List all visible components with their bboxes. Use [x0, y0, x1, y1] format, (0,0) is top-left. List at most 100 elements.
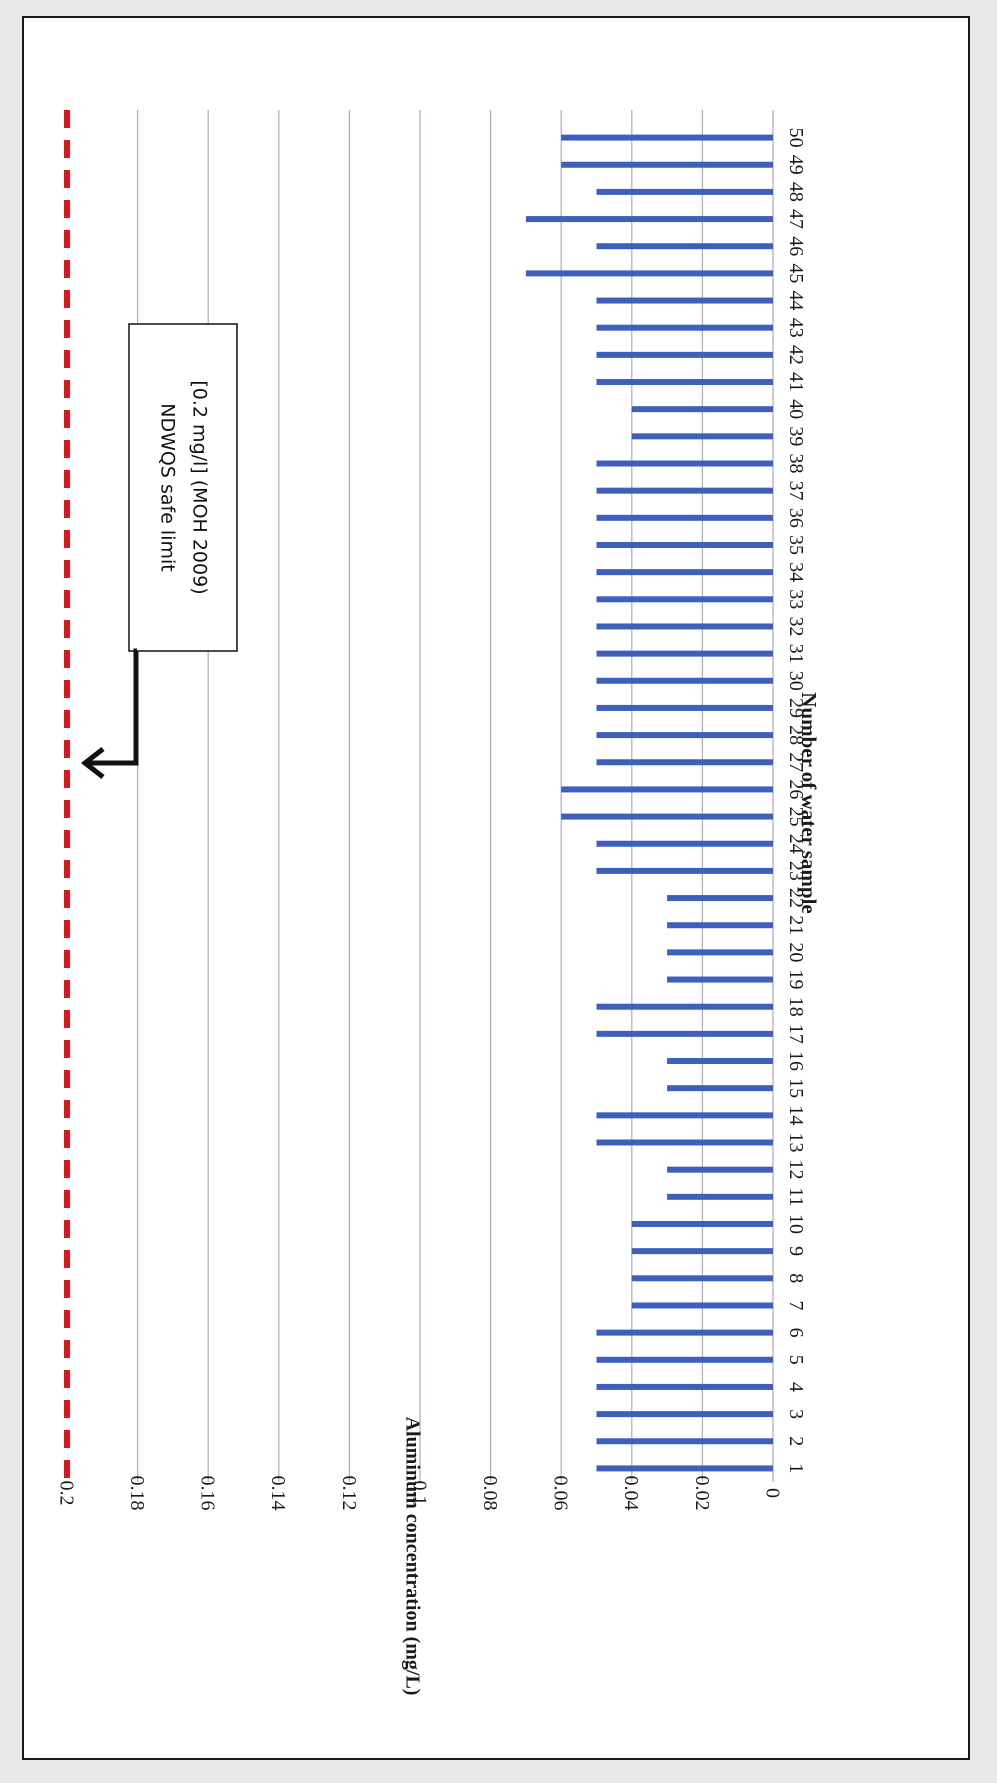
bar	[667, 976, 773, 983]
bar	[596, 1438, 773, 1445]
y-tick-label: 0.18	[126, 1476, 148, 1511]
x-tick-label: 43	[785, 318, 807, 338]
x-tick-label: 11	[785, 1187, 807, 1206]
x-tick-label: 9	[785, 1246, 807, 1256]
bar	[596, 487, 773, 494]
bar	[596, 1383, 773, 1390]
bar	[667, 1193, 773, 1200]
x-tick-label: 8	[785, 1273, 807, 1283]
y-tick-label: 0.16	[197, 1476, 219, 1511]
bar	[631, 1248, 773, 1255]
x-tick-label: 32	[785, 616, 807, 636]
x-tick-label: 49	[785, 155, 807, 175]
bar	[596, 243, 773, 250]
bar	[596, 188, 773, 195]
bar	[667, 949, 773, 956]
x-tick-label: 31	[785, 644, 807, 664]
bar	[631, 1275, 773, 1282]
bar	[596, 514, 773, 521]
x-tick-label: 26	[785, 779, 807, 799]
bar	[596, 1411, 773, 1418]
x-tick-label: 10	[785, 1214, 807, 1234]
x-tick-label: 50	[785, 128, 807, 148]
x-tick-label: 19	[785, 970, 807, 990]
x-tick-label: 14	[785, 1105, 807, 1125]
x-tick-label: 39	[785, 426, 807, 446]
bar	[596, 1329, 773, 1336]
x-tick-label: 42	[785, 345, 807, 365]
bar	[596, 324, 773, 331]
bar	[596, 759, 773, 766]
x-tick-label: 22	[785, 888, 807, 908]
bar	[596, 596, 773, 603]
x-tick-label: 21	[785, 915, 807, 935]
bar	[525, 216, 773, 223]
x-tick-label: 28	[785, 725, 807, 745]
x-tick-label: 35	[785, 535, 807, 555]
bar	[561, 813, 773, 820]
bar	[596, 677, 773, 684]
x-tick-label: 17	[785, 1024, 807, 1044]
bar	[667, 1085, 773, 1092]
bar	[596, 704, 773, 711]
y-tick-label: 0.08	[479, 1476, 501, 1511]
callout-connector	[85, 648, 139, 766]
x-tick-label: 46	[785, 236, 807, 256]
x-axis-title: Number of water sample	[797, 692, 821, 913]
bar	[596, 1465, 773, 1472]
x-tick-label: 36	[785, 508, 807, 528]
callout-box	[128, 323, 238, 652]
bar	[667, 1058, 773, 1065]
bar	[596, 1003, 773, 1010]
bar	[596, 379, 773, 386]
x-tick-label: 45	[785, 263, 807, 283]
x-tick-label: 6	[785, 1328, 807, 1338]
y-tick-label: 0.12	[338, 1476, 360, 1511]
bar	[596, 732, 773, 739]
bar	[596, 650, 773, 657]
bar	[631, 1302, 773, 1309]
x-tick-label: 7	[785, 1300, 807, 1310]
bar	[667, 895, 773, 902]
x-tick-label: 5	[785, 1355, 807, 1365]
x-tick-label: 4	[785, 1382, 807, 1392]
bar	[596, 840, 773, 847]
bar	[596, 541, 773, 548]
bar	[596, 1112, 773, 1119]
bar	[596, 569, 773, 576]
bar	[596, 867, 773, 874]
x-tick-label: 15	[785, 1078, 807, 1098]
y-tick-label: 0.06	[550, 1476, 572, 1511]
bar	[667, 1166, 773, 1173]
bar	[596, 1139, 773, 1146]
bar	[561, 786, 773, 793]
bar	[631, 406, 773, 413]
y-tick-label: 0.14	[267, 1476, 289, 1511]
bar-chart: 0 0.02 0.04 0.06 0.08 0.1 0.12 0.14 0.16 0.18 0.2 1…	[55, 110, 821, 1696]
x-tick-label: 1	[785, 1463, 807, 1473]
x-tick-label: 3	[785, 1409, 807, 1419]
x-tick-label: 12	[785, 1160, 807, 1180]
bar	[596, 1030, 773, 1037]
y-axis-title: Aluminum concentration (mg/L)	[401, 1417, 423, 1696]
bar	[596, 297, 773, 304]
x-tick-label: 20	[785, 942, 807, 962]
x-tick-label: 29	[785, 698, 807, 718]
x-tick-label: 2	[785, 1436, 807, 1446]
bar	[631, 433, 773, 440]
x-tick-label: 48	[785, 182, 807, 202]
y-tick-label: 0.02	[691, 1476, 713, 1511]
x-tick-label: 27	[785, 752, 807, 772]
bar	[525, 270, 773, 277]
bar	[561, 161, 773, 168]
callout-arrowhead	[80, 747, 105, 779]
x-tick-label: 34	[785, 562, 807, 582]
x-tick-label: 13	[785, 1133, 807, 1153]
bar	[631, 1220, 773, 1227]
x-tick-label: 47	[785, 209, 807, 229]
x-tick-label: 41	[785, 372, 807, 392]
x-tick-label: 44	[785, 291, 807, 311]
bar	[667, 922, 773, 929]
x-tick-label: 40	[785, 399, 807, 419]
